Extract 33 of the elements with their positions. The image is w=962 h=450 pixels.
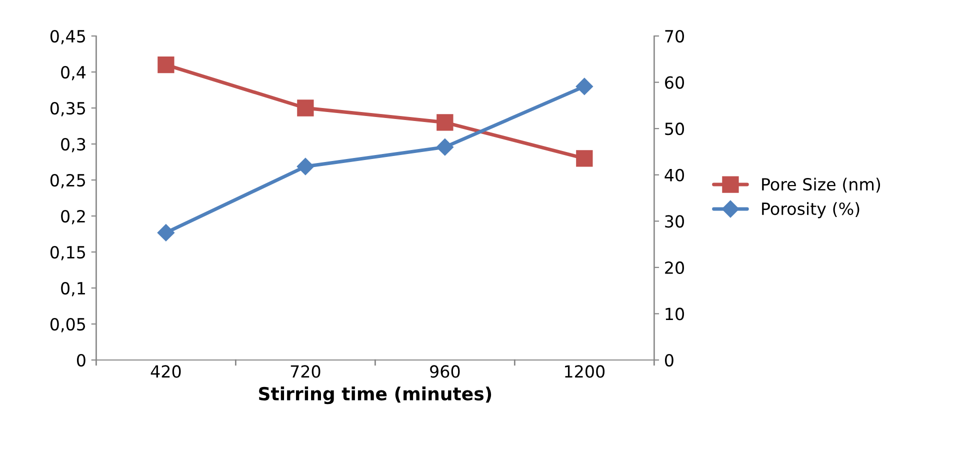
- y-tick-label: 0,05: [50, 318, 86, 332]
- y-tick-label: 0,4: [61, 66, 86, 80]
- point: [436, 138, 454, 156]
- point: [296, 158, 314, 176]
- y-tick-label: 0: [76, 354, 86, 367]
- y2-tick-label: 0: [664, 354, 674, 367]
- point: [576, 150, 593, 167]
- legend-label: Pore Size (nm): [762, 178, 880, 193]
- y-tick-label: 0,1: [61, 282, 85, 296]
- x-tick-label: 420: [150, 365, 181, 378]
- y2-tick-label: 50: [665, 122, 684, 136]
- y2-tick-label: 70: [665, 30, 684, 43]
- y-tick-label: 0,3: [61, 138, 86, 152]
- point: [158, 56, 174, 74]
- y-tick-label: 0,15: [50, 246, 86, 260]
- x-tick-label: 960: [430, 365, 460, 378]
- legend-label: Porosity (%): [762, 202, 860, 218]
- x-tick-label: 720: [290, 365, 320, 378]
- y-tick-label: 0,25: [50, 174, 86, 188]
- point: [576, 78, 593, 96]
- point: [297, 100, 314, 116]
- y2-tick-label: 60: [665, 76, 684, 89]
- y-tick-label: 0,45: [50, 30, 86, 44]
- y2-tick-label: 20: [665, 261, 684, 274]
- y-tick-label: 0,35: [50, 102, 86, 116]
- point: [157, 224, 174, 242]
- y-tick-label: 0,2: [61, 210, 85, 224]
- y2-tick-label: 30: [665, 215, 684, 228]
- y2-tick-label: 10: [666, 308, 684, 320]
- x-axis-title: Stirring time (minutes): [259, 386, 492, 404]
- point: [436, 114, 454, 131]
- x-tick-label: 1200: [565, 365, 605, 378]
- y2-tick-label: 40: [664, 168, 684, 182]
